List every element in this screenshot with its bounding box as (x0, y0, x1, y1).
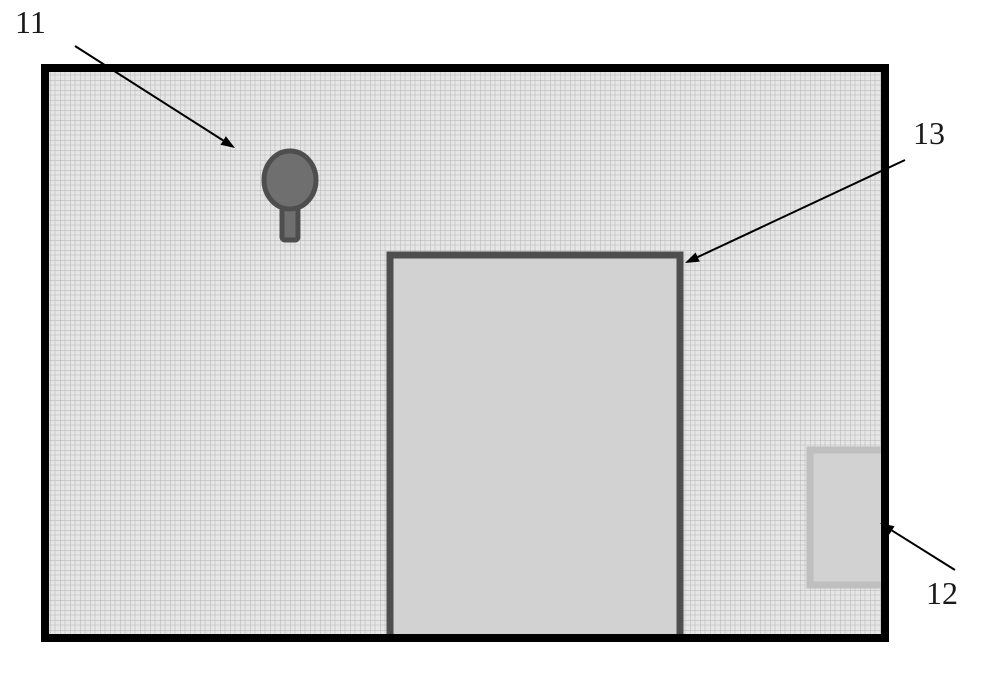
stage: 11 13 12 (0, 0, 1000, 679)
leader-arrows (0, 0, 1000, 679)
